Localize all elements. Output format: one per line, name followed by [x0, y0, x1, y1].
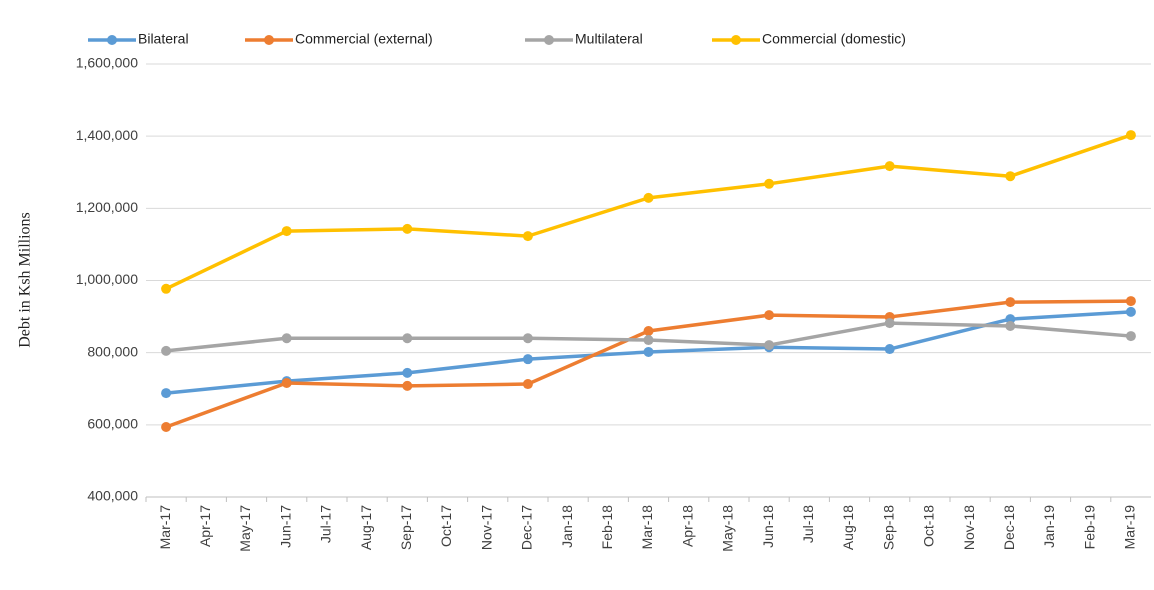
point: [402, 367, 413, 378]
point: [522, 379, 533, 390]
point: [884, 318, 895, 329]
point: [1005, 320, 1016, 331]
x-tick-label: Feb-18: [599, 505, 615, 550]
x-tick-label: Dec-18: [1001, 505, 1017, 550]
x-tick-label: May-18: [720, 505, 736, 552]
point: [643, 192, 654, 203]
point: [643, 326, 654, 337]
x-tick-label: Nov-17: [478, 505, 494, 550]
point: [884, 161, 895, 172]
x-tick-label: Jan-18: [559, 505, 575, 548]
x-tick-label: Apr-17: [197, 505, 213, 547]
x-tick-label: Aug-17: [358, 505, 374, 550]
point: [522, 354, 533, 365]
point: [281, 333, 292, 344]
legend-label: Commercial (external): [295, 31, 433, 47]
point: [161, 345, 172, 356]
y-tick-label: 1,600,000: [76, 55, 138, 71]
point: [161, 388, 172, 399]
y-axis-label: Debt in Ksh Millions: [17, 212, 34, 348]
point: [402, 333, 413, 344]
point: [1005, 314, 1016, 325]
point: [281, 226, 292, 237]
point: [1125, 296, 1136, 307]
legend-label: Multilateral: [575, 31, 643, 47]
legend-label: Commercial (domestic): [762, 31, 906, 47]
point: [522, 231, 533, 242]
point: [1005, 297, 1016, 308]
point: [1005, 171, 1016, 182]
x-tick-label: Sep-18: [880, 505, 896, 550]
x-tick-label: Jul-17: [318, 505, 334, 543]
point: [1125, 130, 1136, 141]
legend-label: Bilateral: [138, 31, 189, 47]
y-tick-label: 1,200,000: [76, 199, 138, 215]
x-tick-label: Jul-18: [800, 505, 816, 543]
x-tick-label: Apr-18: [679, 505, 695, 547]
point: [643, 335, 654, 346]
point: [281, 377, 292, 388]
y-tick-label: 1,400,000: [76, 127, 138, 143]
x-tick-label: Nov-18: [961, 505, 977, 550]
legend-marker: [731, 35, 741, 45]
x-tick-label: Jan-19: [1041, 505, 1057, 548]
x-tick-label: May-17: [237, 505, 253, 552]
point: [161, 283, 172, 294]
legend-marker: [544, 35, 554, 45]
series-line: [165, 133, 1132, 291]
y-tick-label: 400,000: [87, 488, 138, 504]
x-tick-label: Mar-18: [639, 505, 655, 550]
y-tick-label: 800,000: [87, 343, 138, 359]
x-tick-label: Mar-19: [1122, 505, 1138, 550]
point: [402, 223, 413, 234]
legend-marker: [107, 35, 117, 45]
point: [643, 346, 654, 357]
point: [1125, 306, 1136, 317]
point: [764, 340, 775, 351]
point: [884, 344, 895, 355]
x-tick-label: Jun-17: [277, 505, 293, 548]
x-tick-label: Jun-18: [760, 505, 776, 548]
x-tick-label: Oct-18: [921, 505, 937, 547]
x-tick-label: Mar-17: [157, 505, 173, 550]
point: [764, 178, 775, 189]
x-tick-label: Dec-17: [519, 505, 535, 550]
x-tick-label: Sep-17: [398, 505, 414, 550]
point: [402, 380, 413, 391]
x-tick-label: Oct-17: [438, 505, 454, 547]
point: [161, 421, 172, 432]
series-line: [165, 299, 1131, 429]
y-tick-label: 600,000: [87, 416, 138, 432]
point: [522, 333, 533, 344]
y-tick-label: 1,000,000: [76, 271, 138, 287]
point: [764, 310, 775, 321]
point: [1125, 331, 1136, 342]
x-tick-label: Feb-19: [1081, 505, 1097, 550]
legend-marker: [264, 35, 274, 45]
x-tick-label: Aug-18: [840, 505, 856, 550]
